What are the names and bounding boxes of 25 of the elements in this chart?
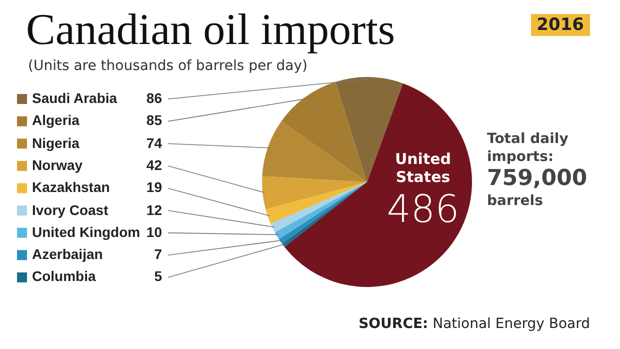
legend-label: Norway: [32, 156, 83, 173]
data-label: 10: [146, 224, 162, 240]
legend-label: Algeria: [32, 112, 80, 128]
legend-label: Saudi Arabia: [32, 90, 118, 106]
data-label: 19: [145, 179, 162, 196]
text: Total daily imports: 759,000 barrels: [487, 131, 588, 209]
legend-label: Ivory Coast: [32, 202, 108, 218]
legend-label: Azerbaijan: [32, 246, 103, 262]
legend-label: Nigeria: [32, 134, 80, 151]
slice-label: United States: [394, 150, 452, 186]
chart-title: Canadian oil imports: [26, 4, 396, 55]
data-label: 74: [145, 134, 162, 151]
data-label: 42: [145, 156, 162, 173]
data-label: 5: [153, 268, 162, 284]
data-label: 486: [386, 186, 460, 232]
data-label: 7: [153, 246, 162, 262]
legend-label: Columbia: [32, 268, 96, 284]
legend-label: United Kingdom: [32, 224, 140, 240]
data-label: 12: [145, 202, 162, 218]
source-note: SOURCE: National Energy Board: [358, 316, 590, 332]
data-label: 85: [145, 112, 162, 128]
text: 2016: [530, 14, 590, 36]
data-label: 86: [145, 90, 162, 106]
chart-subtitle: (Units are thousands of barrels per day): [28, 58, 308, 74]
legend-label: Kazakhstan: [32, 179, 110, 196]
